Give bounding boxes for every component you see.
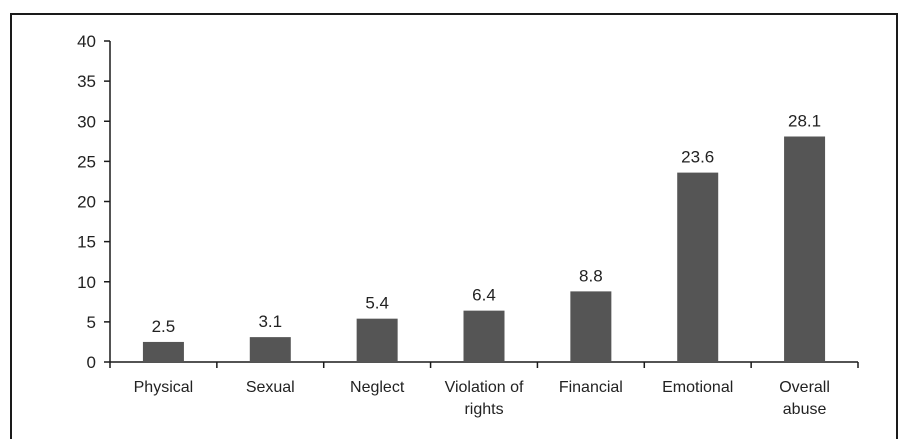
x-category-label: Physical — [134, 379, 194, 396]
bar — [463, 310, 505, 362]
bar-value-label: 5.4 — [365, 294, 389, 313]
bar-value-label: 6.4 — [472, 286, 496, 305]
y-tick-label: 0 — [87, 353, 96, 372]
y-tick-label: 40 — [77, 32, 96, 51]
bar-value-label: 8.8 — [579, 266, 603, 285]
y-tick-label: 20 — [77, 193, 96, 212]
bar — [356, 318, 398, 362]
x-category-label: Violation of — [445, 379, 524, 396]
chart-frame — [10, 13, 898, 439]
y-tick-label: 15 — [77, 233, 96, 252]
x-category-label: Sexual — [246, 379, 295, 396]
bar-value-label: 3.1 — [258, 312, 282, 331]
x-category-label: abuse — [783, 401, 827, 418]
x-category-label: Emotional — [662, 379, 733, 396]
y-tick-label: 5 — [87, 313, 96, 332]
bar — [784, 136, 826, 362]
x-category-label: Neglect — [350, 379, 405, 396]
y-tick-label: 10 — [77, 273, 96, 292]
bar-value-label: 2.5 — [152, 317, 176, 336]
bar-value-label: 23.6 — [681, 148, 714, 167]
x-category-label: Overall — [779, 379, 830, 396]
y-tick-label: 25 — [77, 152, 96, 171]
bar — [570, 291, 612, 362]
bar — [249, 337, 291, 362]
bar-value-label: 28.1 — [788, 111, 821, 130]
bar — [677, 172, 719, 362]
y-tick-label: 30 — [77, 112, 96, 131]
y-tick-label: 35 — [77, 72, 96, 91]
x-category-label: Financial — [559, 379, 623, 396]
bar — [142, 341, 184, 362]
x-category-label: rights — [464, 401, 503, 418]
